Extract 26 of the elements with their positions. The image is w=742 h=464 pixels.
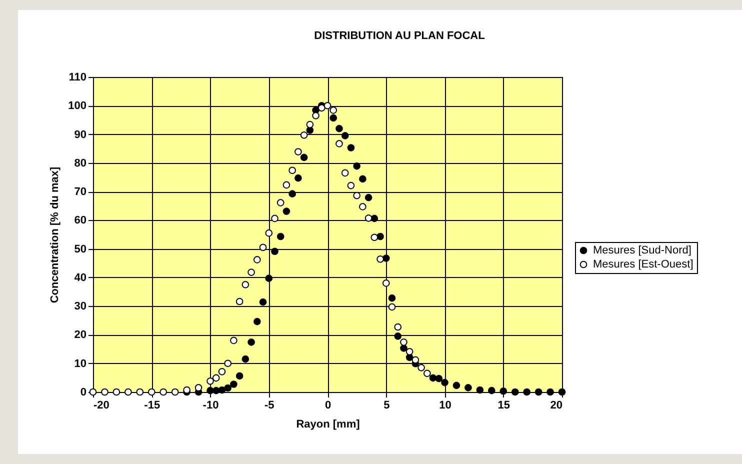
x-tick-label: 10 [439, 400, 452, 412]
x-tick-label: 15 [498, 400, 510, 412]
y-axis-title: Concentration [% du max] [49, 166, 62, 304]
y-tick-label: 20 [74, 329, 86, 342]
y-tick-label: 70 [74, 186, 86, 198]
x-tick-label: 20 [550, 400, 562, 412]
x-tick-label: 5 [384, 400, 390, 412]
y-tick-label: 10 [74, 358, 86, 370]
legend-label: Mesures [Est-Ouest] [593, 258, 694, 270]
y-tick-label: 50 [74, 243, 86, 256]
y-tick-label: 100 [68, 100, 86, 112]
y-tick-label: 0 [80, 386, 86, 398]
y-tick-label: 80 [74, 157, 86, 170]
y-tick-label: 40 [74, 272, 86, 284]
x-tick-label: 0 [324, 400, 332, 412]
x-tick-label: -15 [144, 400, 160, 412]
x-tick-label: -5 [264, 400, 274, 412]
y-tick-label: 90 [74, 128, 86, 141]
y-tick-label: 30 [74, 300, 86, 313]
y-tick-label: 110 [68, 72, 86, 84]
x-axis-title: Rayon [mm] [296, 418, 360, 430]
y-tick-label: 60 [74, 214, 86, 227]
x-tick-label: -10 [202, 400, 219, 412]
chart-title: DISTRIBUTION AU PLAN FOCAL [314, 30, 486, 42]
legend-label: Mesures [Sud-Nord] [593, 244, 692, 256]
x-tick-label: -20 [94, 400, 110, 412]
